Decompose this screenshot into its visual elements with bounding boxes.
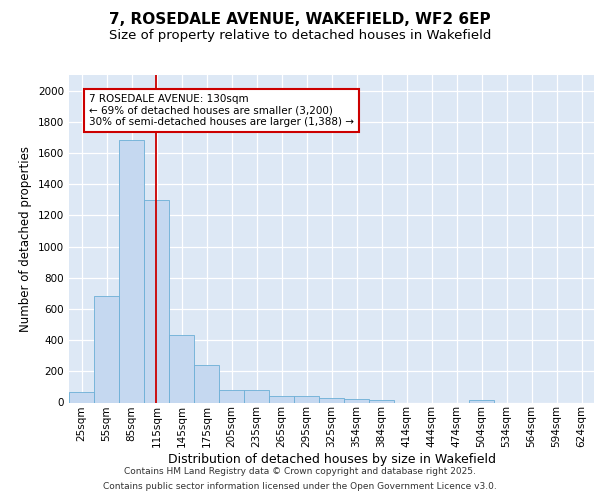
Bar (194, 365, 219, 403)
Text: Size of property relative to detached houses in Wakefield: Size of property relative to detached ho… (109, 29, 491, 42)
Bar (369, 400, 394, 402)
Bar (119, 140, 144, 402)
Bar (469, 400, 494, 402)
Bar (294, 396, 319, 402)
Bar (94, 296, 119, 403)
Y-axis label: Number of detached properties: Number of detached properties (19, 146, 32, 332)
Bar (344, 400, 369, 402)
Bar (244, 390, 269, 402)
Text: 7 ROSEDALE AVENUE: 130sqm
← 69% of detached houses are smaller (3,200)
30% of se: 7 ROSEDALE AVENUE: 130sqm ← 69% of detac… (89, 94, 354, 127)
Bar (319, 398, 344, 402)
Bar (69, 392, 94, 402)
Text: 7, ROSEDALE AVENUE, WAKEFIELD, WF2 6EP: 7, ROSEDALE AVENUE, WAKEFIELD, WF2 6EP (109, 12, 491, 28)
Bar (269, 396, 294, 402)
Text: Contains HM Land Registry data © Crown copyright and database right 2025.: Contains HM Land Registry data © Crown c… (124, 467, 476, 476)
Bar (144, 200, 169, 402)
Bar (169, 336, 194, 402)
Bar (219, 390, 244, 402)
X-axis label: Distribution of detached houses by size in Wakefield: Distribution of detached houses by size … (167, 453, 496, 466)
Text: Contains public sector information licensed under the Open Government Licence v3: Contains public sector information licen… (103, 482, 497, 491)
